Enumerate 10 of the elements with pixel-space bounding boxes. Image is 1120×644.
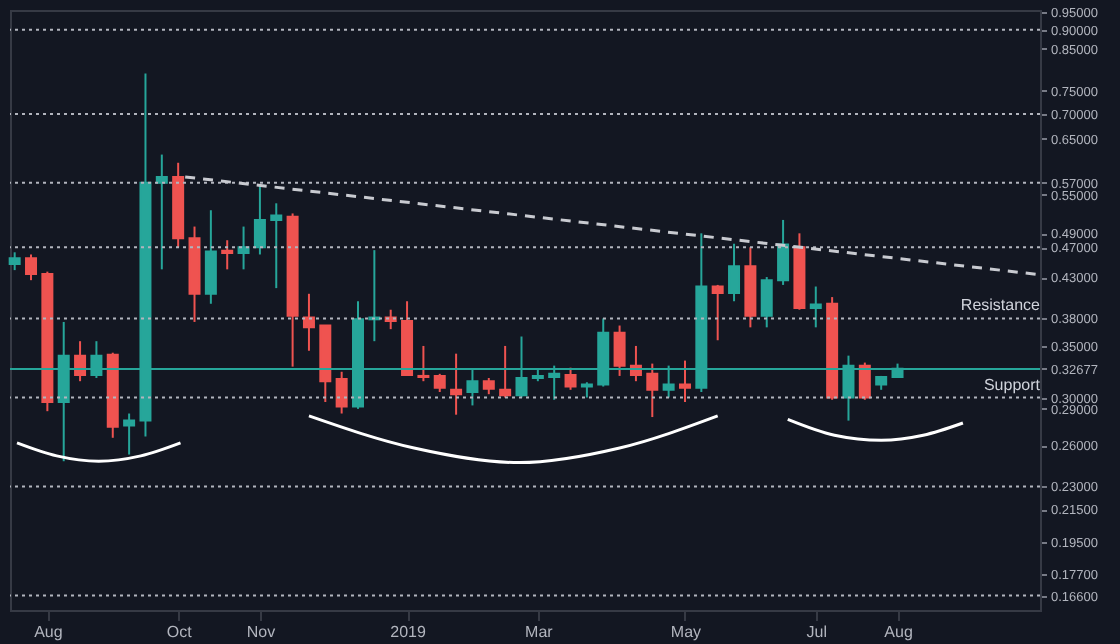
x-tick-label: Jul (806, 623, 828, 641)
x-tick-label: Nov (246, 623, 276, 641)
x-tick-label: May (670, 623, 702, 641)
x-tick-label: Aug (884, 623, 913, 641)
x-tick-label: Mar (525, 623, 554, 641)
ref-line-label: Resistance (960, 296, 1042, 315)
x-tick-label: 2019 (390, 623, 427, 641)
x-tick-label: Oct (166, 623, 194, 641)
ref-line-label: Support (983, 375, 1042, 394)
x-tick-label: Aug (34, 623, 63, 641)
